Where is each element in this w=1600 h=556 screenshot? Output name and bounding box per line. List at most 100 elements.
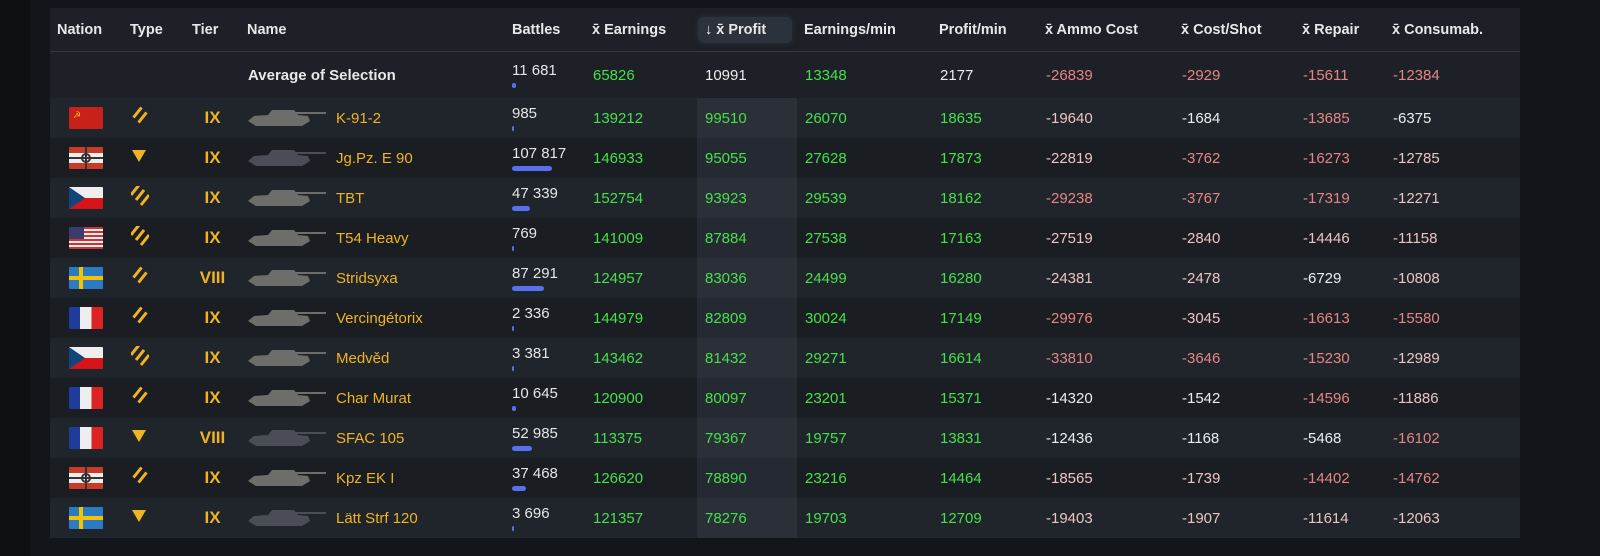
td-type-icon [123, 149, 185, 167]
vehicle-name[interactable]: Kpz EK I [336, 469, 395, 487]
col-earnings[interactable]: x̄ Earnings [592, 21, 667, 38]
left-sidebar-edge [0, 0, 30, 556]
battles-bar [512, 446, 532, 451]
col-type[interactable]: Type [130, 21, 163, 38]
profit-min-value: 15371 [940, 389, 982, 407]
consumables-value: -12989 [1393, 349, 1440, 367]
vehicle-name[interactable]: TBT [336, 189, 365, 207]
col-battles[interactable]: Battles [512, 21, 561, 38]
battles-value: 3 381 [512, 345, 550, 362]
ammo-value: -24381 [1046, 269, 1093, 287]
col-nation[interactable]: Nation [57, 21, 103, 38]
repair-value: -5468 [1303, 429, 1342, 447]
col-tier[interactable]: Tier [192, 21, 219, 38]
td-type-icon [123, 429, 185, 447]
profit-value: 87884 [697, 218, 797, 258]
col-consumables[interactable]: x̄ Consumab. [1392, 21, 1484, 38]
col-ammo-cost[interactable]: x̄ Ammo Cost [1045, 21, 1138, 38]
earnings-min-value: 19703 [805, 509, 847, 527]
medium-type-icon [123, 386, 185, 410]
average-label: Average of Selection [248, 66, 396, 84]
profit-value: 99510 [697, 98, 797, 138]
tier: IX [204, 188, 221, 207]
table-row[interactable]: VIII SFAC 105 52 985 113375 79367 19757 138… [50, 418, 1520, 458]
tank-silhouette-icon [240, 144, 336, 172]
table-row[interactable]: IX Jg.Pz. E 90 107 817 146933 95055 27628 1… [50, 138, 1520, 178]
col-earnings-min[interactable]: Earnings/min [804, 21, 896, 38]
avg-repair: -15611 [1303, 66, 1349, 84]
medium-type-icon [123, 466, 185, 490]
consumables-value: -14762 [1393, 469, 1440, 487]
earnings-value: 146933 [593, 149, 644, 167]
consumables-value: -6375 [1393, 109, 1432, 127]
flag-germany-icon [69, 467, 103, 489]
table-row[interactable]: IX Vercingétorix 2 336 144979 82809 30024 1… [50, 298, 1520, 338]
vehicle-name[interactable]: Jg.Pz. E 90 [336, 149, 413, 167]
repair-value: -14446 [1303, 229, 1350, 247]
battles-bar [512, 126, 514, 131]
battles-bar [512, 286, 545, 291]
cost-shot-value: -3045 [1182, 309, 1221, 327]
flag-france-icon [69, 427, 103, 449]
heavy-type-icon [123, 184, 185, 210]
battles-value: 10 645 [512, 385, 558, 402]
battles-value: 107 817 [512, 145, 567, 162]
vehicle-name[interactable]: Vercingétorix [336, 309, 423, 327]
col-profit-min[interactable]: Profit/min [939, 21, 1007, 38]
battles-value: 47 339 [512, 185, 558, 202]
profit-min-value: 12709 [940, 509, 982, 527]
tank-silhouette-icon [240, 304, 336, 332]
col-profit-sorted[interactable]: ↓ x̄ Profit [698, 16, 792, 43]
earnings-min-value: 29271 [805, 349, 847, 367]
col-cost-shot[interactable]: x̄ Cost/Shot [1181, 21, 1262, 38]
table-row[interactable]: IX Medvěd 3 381 143462 81432 29271 16614 -33… [50, 338, 1520, 378]
table-row[interactable]: IX Kpz EK I 37 468 126620 78890 23216 14464… [50, 458, 1520, 498]
col-repair[interactable]: x̄ Repair [1302, 21, 1360, 38]
consumables-value: -16102 [1393, 429, 1440, 447]
repair-value: -16613 [1303, 309, 1350, 327]
avg-earnings-min: 13348 [805, 66, 847, 84]
medium-type-icon [123, 266, 185, 290]
cost-shot-value: -2840 [1182, 229, 1221, 247]
avg-earnings: 65826 [593, 66, 635, 84]
vehicle-name[interactable]: Medvěd [336, 349, 390, 367]
vehicle-name[interactable]: Char Murat [336, 389, 412, 407]
vehicle-name[interactable]: K-91-2 [336, 109, 382, 127]
earnings-value: 152754 [593, 189, 644, 207]
earnings-value: 144979 [593, 309, 644, 327]
ammo-value: -29238 [1046, 189, 1093, 207]
table-row[interactable]: IX T54 Heavy 769 141009 87884 27538 17163 -2… [50, 218, 1520, 258]
vehicle-name[interactable]: Lätt Strf 120 [336, 509, 418, 527]
tier: VIII [199, 268, 226, 287]
earnings-min-value: 29539 [805, 189, 847, 207]
table-row[interactable]: IX TBT 47 339 152754 93923 29539 18162 -2923… [50, 178, 1520, 218]
battles-bar [512, 246, 514, 251]
vehicle-name[interactable]: SFAC 105 [336, 429, 405, 447]
profit-value: 79367 [697, 418, 797, 458]
table-row[interactable]: IX Char Murat 10 645 120900 80097 23201 153… [50, 378, 1520, 418]
table-row[interactable]: IX Lätt Strf 120 3 696 121357 78276 19703 1… [50, 498, 1520, 538]
table-row[interactable]: ☭ IX K-91-2 985 139212 99510 26070 18635 -19… [50, 98, 1520, 138]
battles-value: 11 681 [512, 62, 557, 79]
vehicle-name[interactable]: Stridsyxa [336, 269, 398, 287]
battles-bar [512, 206, 530, 211]
avg-consumables: -12384 [1393, 66, 1440, 84]
ammo-value: -27519 [1046, 229, 1093, 247]
tier: IX [204, 348, 221, 367]
earnings-value: 121357 [593, 509, 644, 527]
battles-value: 2 336 [512, 305, 550, 322]
ammo-value: -33810 [1046, 349, 1093, 367]
battles-bar [512, 326, 514, 331]
repair-value: -17319 [1303, 189, 1350, 207]
battles-value: 87 291 [512, 265, 558, 282]
cost-shot-value: -3646 [1182, 349, 1221, 367]
cost-shot-value: -1907 [1182, 509, 1221, 527]
earnings-value: 113375 [593, 429, 642, 447]
cost-shot-value: -1684 [1182, 109, 1221, 127]
col-name[interactable]: Name [247, 21, 287, 38]
profit-value: 80097 [697, 378, 797, 418]
table-row[interactable]: VIII Stridsyxa 87 291 124957 83036 24499 16… [50, 258, 1520, 298]
vehicle-name[interactable]: T54 Heavy [336, 229, 409, 247]
consumables-value: -11886 [1393, 389, 1439, 407]
tank-silhouette-icon [240, 504, 336, 532]
